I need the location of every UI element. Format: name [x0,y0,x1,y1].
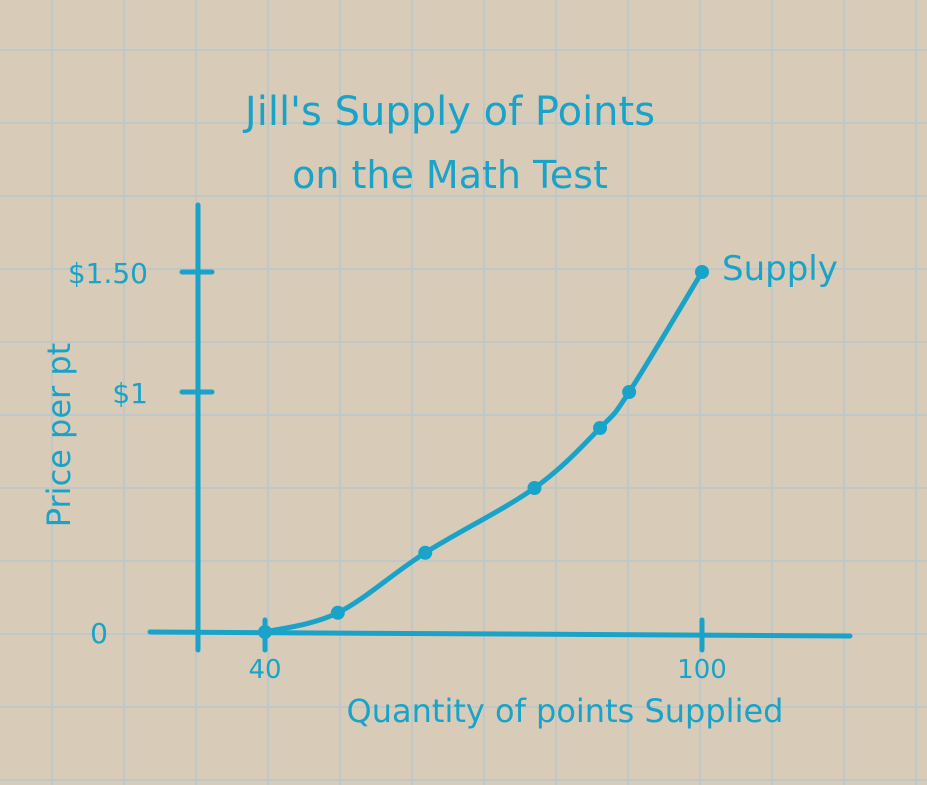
axis-tick-labels: 0 $1 $1.50 40 100 [68,257,727,685]
y-tick-label: 0 [90,617,108,650]
supply-series-label: Supply [722,249,838,289]
supply-point [593,421,608,435]
x-tick-label: 40 [248,655,281,685]
y-axis-label: Price per pt [40,343,78,527]
supply-point [418,545,433,560]
supply-point [527,481,542,495]
y-tick-label: $1.50 [68,257,148,290]
chart-title-line-1: Jill's Supply of Points [242,89,655,135]
supply-points [258,265,709,639]
supply-point [258,625,272,639]
x-axis-label: Quantity of points Supplied [347,692,784,730]
supply-point [695,265,709,279]
y-tick-label: $1 [112,377,148,410]
x-tick-label: 100 [677,655,727,685]
supply-point [622,385,637,399]
chart-title-line-2: on the Math Test [292,153,608,197]
x-axis-line [147,629,853,639]
axis-ticks [179,269,705,653]
supply-point [330,605,345,620]
